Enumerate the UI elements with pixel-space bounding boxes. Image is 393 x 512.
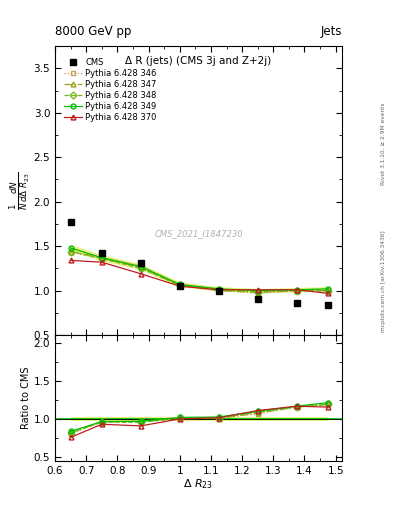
Text: CMS_2021_I1847230: CMS_2021_I1847230	[154, 229, 243, 239]
Legend: CMS, Pythia 6.428 346, Pythia 6.428 347, Pythia 6.428 348, Pythia 6.428 349, Pyt: CMS, Pythia 6.428 346, Pythia 6.428 347,…	[62, 56, 158, 124]
Text: Jets: Jets	[320, 26, 342, 38]
Text: Δ R (jets) (CMS 3j and Z+2j): Δ R (jets) (CMS 3j and Z+2j)	[125, 56, 272, 66]
Text: Rivet 3.1.10, ≥ 2.9M events: Rivet 3.1.10, ≥ 2.9M events	[381, 102, 386, 185]
Text: mcplots.cern.ch [arXiv:1306.3436]: mcplots.cern.ch [arXiv:1306.3436]	[381, 231, 386, 332]
Text: 8000 GeV pp: 8000 GeV pp	[55, 26, 131, 38]
X-axis label: $\Delta\ R_{23}$: $\Delta\ R_{23}$	[184, 477, 213, 491]
Y-axis label: Ratio to CMS: Ratio to CMS	[21, 367, 31, 429]
Y-axis label: $\frac{1}{N}\frac{dN}{d\Delta\ R_{23}}$: $\frac{1}{N}\frac{dN}{d\Delta\ R_{23}}$	[9, 172, 32, 210]
